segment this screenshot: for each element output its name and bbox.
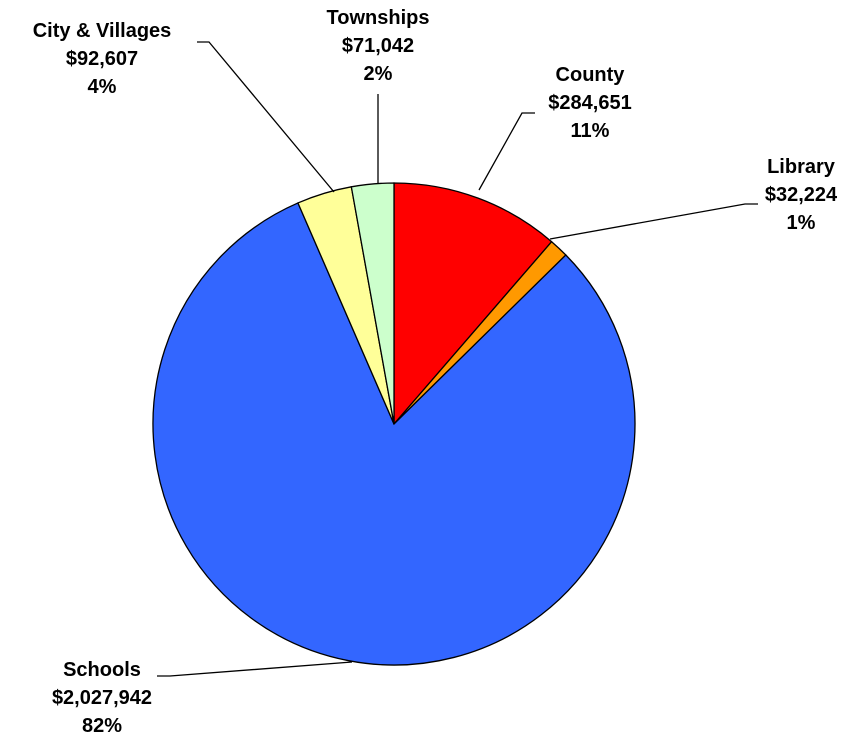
label-value-library: $32,224: [765, 184, 838, 206]
label-name-library: Library: [767, 156, 836, 178]
pie-slice-townships: [350, 182, 395, 425]
label-percent-county: 11%: [571, 120, 610, 142]
pie-slices: [152, 182, 636, 666]
label-percent-schools: 82%: [82, 715, 122, 737]
label-value-schools: $2,027,942: [52, 687, 152, 709]
leader-line-city-villages: [197, 41, 335, 193]
leader-line-county: [478, 112, 535, 191]
slice-labels: County $284,651 11% Library $32,224 1% Schools…: [33, 7, 838, 737]
label-name-city-villages: City & Villages: [33, 20, 172, 42]
label-percent-townships: 2%: [364, 63, 393, 85]
leader-line-library: [549, 203, 758, 240]
label-name-county: County: [556, 64, 626, 86]
label-name-townships: Townships: [327, 7, 430, 29]
label-value-townships: $71,042: [342, 35, 414, 57]
leader-line-schools: [157, 661, 353, 677]
pie-slice-schools: [152, 202, 636, 666]
label-value-county: $284,651: [548, 92, 631, 114]
label-percent-library: 1%: [787, 212, 816, 234]
leader-lines: [157, 41, 758, 677]
label-percent-city-villages: 4%: [88, 76, 117, 98]
pie-slice-county: [393, 182, 553, 426]
label-name-schools: Schools: [63, 659, 141, 681]
label-value-city-villages: $92,607: [66, 48, 138, 70]
